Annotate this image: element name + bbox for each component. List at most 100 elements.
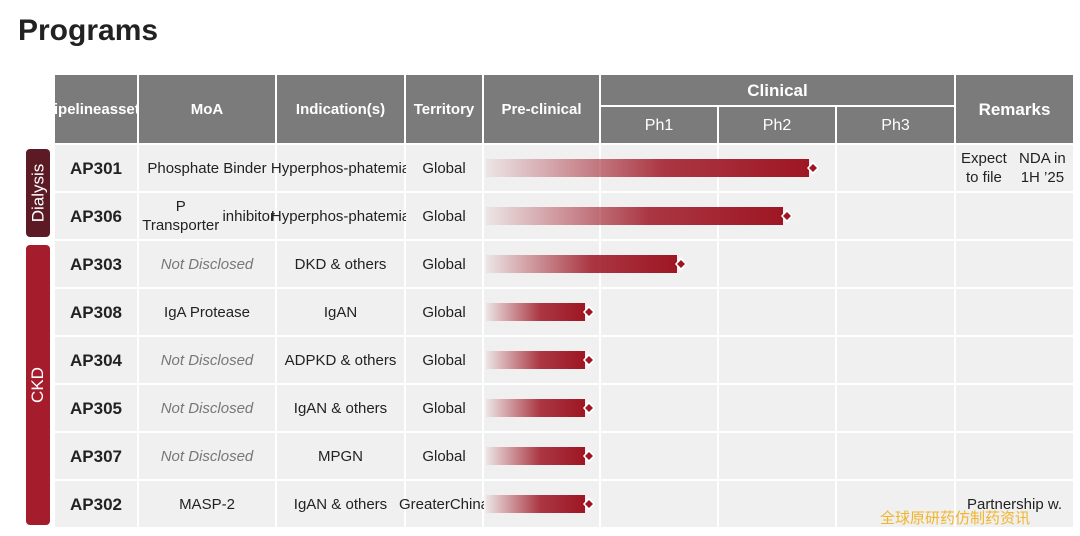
moa-cell: P Transporter inhibitor bbox=[139, 193, 275, 239]
progress-bar bbox=[486, 207, 793, 225]
asset-name-text: AP301 bbox=[70, 158, 122, 178]
moa-cell-text: Not Disclosed bbox=[160, 447, 254, 465]
stage-cell-ph2 bbox=[719, 433, 835, 479]
header-preclinical: Pre-clinical bbox=[484, 75, 599, 143]
header-territory-text: Territory bbox=[413, 100, 475, 118]
remarks-cell bbox=[956, 193, 1073, 239]
asset-name-text: AP304 bbox=[70, 350, 122, 370]
territory-cell-text: Global bbox=[422, 159, 466, 177]
stage-cell-ph1 bbox=[601, 337, 717, 383]
header-ph2-text: Ph2 bbox=[762, 116, 792, 134]
progress-bar bbox=[486, 447, 595, 465]
indication-cell: Hyperphos-phatemia bbox=[271, 193, 410, 239]
territory-cell-text: Global bbox=[422, 351, 466, 369]
indication-cell-text: MPGN bbox=[318, 447, 363, 465]
indication-cell-text: phatemia bbox=[348, 159, 411, 177]
group-label-ckd: CKD bbox=[26, 245, 50, 525]
header-indication-text: Indication(s) bbox=[295, 100, 386, 118]
asset-name-text: AP303 bbox=[70, 254, 122, 274]
asset-name: AP308 bbox=[55, 289, 137, 335]
stage-cell-ph3 bbox=[837, 241, 954, 287]
remarks-cell-text: Partnership w. bbox=[966, 495, 1063, 513]
header-remarks-text: Remarks bbox=[978, 99, 1051, 119]
progress-bar bbox=[486, 303, 595, 321]
pipeline-table: Pipeline assets MoA Indication(s) Territory P… bbox=[44, 75, 1073, 530]
header-ph1-text: Ph1 bbox=[644, 116, 674, 134]
indication-cell-text: Hyperphos- bbox=[270, 207, 349, 225]
stage-cell-ph1 bbox=[601, 481, 717, 527]
header-preclinical-text: Pre-clinical bbox=[501, 100, 582, 118]
moa-cell: MASP-2 bbox=[139, 481, 275, 527]
header-pipeline-assets-text: assets bbox=[101, 100, 149, 118]
indication-cell: IgAN & others bbox=[277, 481, 404, 527]
moa-cell: Phosphate Binder bbox=[139, 145, 275, 191]
asset-name: AP306 bbox=[55, 193, 137, 239]
stage-cell-ph3 bbox=[837, 385, 954, 431]
header-moa: MoA bbox=[139, 75, 275, 143]
stage-cell-ph1 bbox=[601, 385, 717, 431]
stage-cell-ph2 bbox=[719, 385, 835, 431]
asset-name: AP302 bbox=[55, 481, 137, 527]
moa-cell-text: Phosphate Binder bbox=[147, 159, 267, 177]
moa-cell-text: inhibitor bbox=[222, 207, 275, 225]
asset-name-text: AP302 bbox=[70, 494, 122, 514]
territory-cell-text: Greater bbox=[398, 495, 450, 513]
progress-bar bbox=[486, 495, 595, 513]
moa-cell-text: Not Disclosed bbox=[160, 255, 254, 273]
territory-cell: Global bbox=[406, 385, 482, 431]
stage-cell-ph3 bbox=[837, 433, 954, 479]
header-pipeline-assets: Pipeline assets bbox=[44, 75, 148, 143]
asset-name: AP305 bbox=[55, 385, 137, 431]
header-territory: Territory bbox=[406, 75, 482, 143]
indication-cell-text: IgAN & others bbox=[293, 399, 388, 417]
group-label-text: CKD bbox=[28, 367, 47, 403]
asset-name-text: AP306 bbox=[70, 206, 122, 226]
territory-cell: Global bbox=[406, 145, 482, 191]
territory-cell: Global bbox=[406, 241, 482, 287]
group-label-dialysis: Dialysis bbox=[26, 149, 50, 237]
territory-cell-text: Global bbox=[422, 447, 466, 465]
remarks-cell bbox=[956, 385, 1073, 431]
progress-bar bbox=[486, 351, 595, 369]
stage-cell-ph3 bbox=[837, 145, 954, 191]
header-indication: Indication(s) bbox=[277, 75, 404, 143]
asset-name-text: AP305 bbox=[70, 398, 122, 418]
remarks-cell-text: Expect to file bbox=[960, 150, 1007, 186]
territory-cell: Global bbox=[406, 193, 482, 239]
progress-bar bbox=[486, 399, 595, 417]
asset-name-text: AP307 bbox=[70, 446, 122, 466]
remarks-cell bbox=[956, 433, 1073, 479]
remarks-cell: Expect to file NDA in 1H ’25 bbox=[956, 145, 1073, 191]
territory-cell-text: Global bbox=[422, 399, 466, 417]
moa-cell-text: Not Disclosed bbox=[160, 399, 254, 417]
stage-cell-ph2 bbox=[719, 481, 835, 527]
moa-cell: Not Disclosed bbox=[139, 385, 275, 431]
header-clinical-text: Clinical bbox=[747, 80, 808, 100]
territory-cell-text: Global bbox=[422, 303, 466, 321]
moa-cell-text: Not Disclosed bbox=[160, 351, 254, 369]
indication-cell-text: Hyperphos- bbox=[270, 159, 349, 177]
indication-cell: IgAN bbox=[277, 289, 404, 335]
watermark: 全球原研药仿制药资讯 bbox=[880, 510, 1031, 527]
indication-cell: IgAN & others bbox=[277, 385, 404, 431]
moa-cell-text: MASP-2 bbox=[179, 495, 235, 513]
stage-cell-ph3 bbox=[837, 289, 954, 335]
header-moa-text: MoA bbox=[190, 100, 224, 118]
indication-cell-text: DKD & others bbox=[294, 255, 387, 273]
remarks-cell bbox=[956, 241, 1073, 287]
asset-name-text: AP308 bbox=[70, 302, 122, 322]
remarks-cell: Partnership w. bbox=[956, 481, 1073, 527]
indication-cell: DKD & others bbox=[277, 241, 404, 287]
progress-bar bbox=[486, 159, 819, 177]
moa-cell-text: IgA Protease bbox=[164, 303, 250, 321]
remarks-cell-text: NDA in 1H ’25 bbox=[1019, 150, 1066, 186]
asset-name: AP304 bbox=[55, 337, 137, 383]
header-ph3-text: Ph3 bbox=[881, 116, 910, 134]
moa-cell: Not Disclosed bbox=[139, 433, 275, 479]
asset-name: AP301 bbox=[55, 145, 137, 191]
page-title: Programs bbox=[18, 14, 159, 47]
indication-cell-text: IgAN bbox=[323, 303, 358, 321]
asset-name: AP303 bbox=[55, 241, 137, 287]
stage-cell-ph3 bbox=[837, 193, 954, 239]
remarks-cell bbox=[956, 289, 1073, 335]
